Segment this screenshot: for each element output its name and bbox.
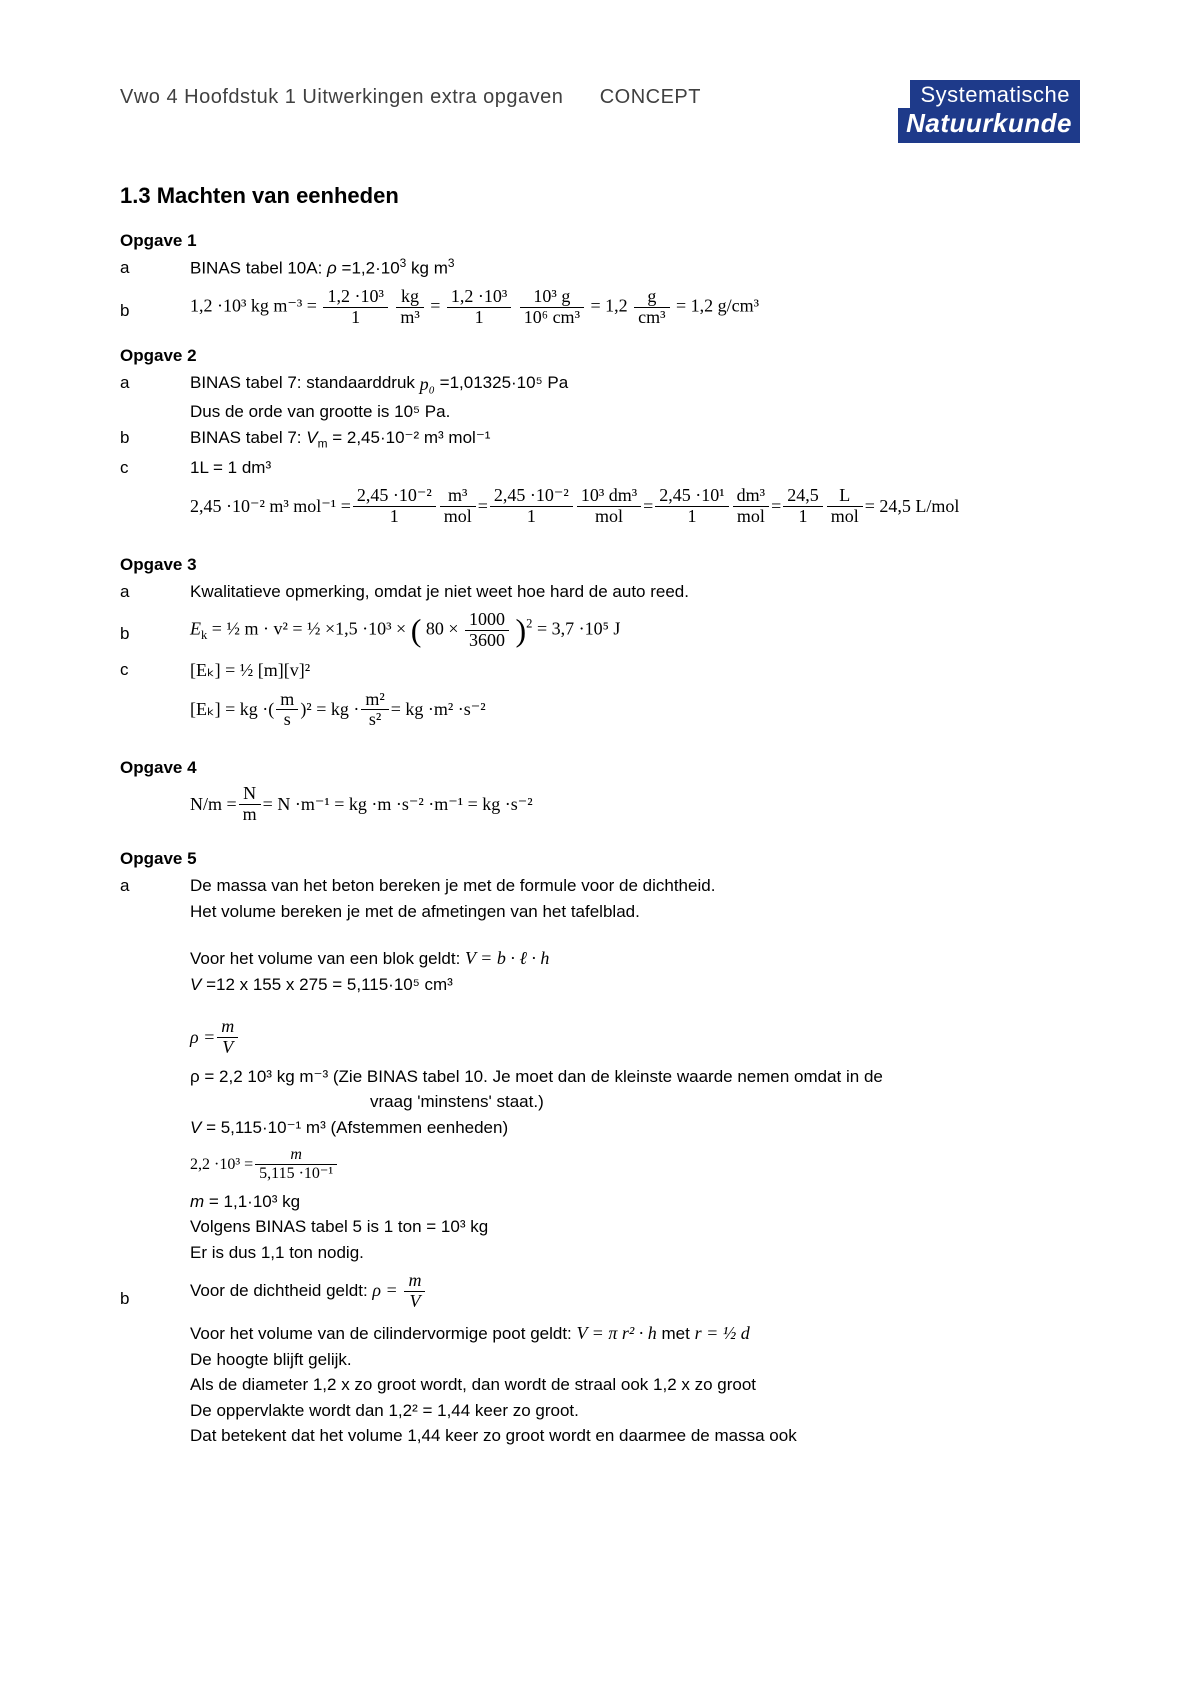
opgave5-a-row: a De massa van het beton bereken je met … bbox=[120, 873, 1080, 899]
opgave5-vol-line: Voor het volume van een blok geldt: V = … bbox=[120, 945, 1080, 972]
opgave1-b-row: b 1,2 ·10³ kg m⁻³ = 1,2 ·10³1 kgm³ = 1,2… bbox=[120, 287, 1080, 328]
opgave2-b-row: b BINAS tabel 7: Vm = 2,45·10⁻² m³ mol⁻¹ bbox=[120, 425, 1080, 453]
opgave2-c-label: c bbox=[120, 455, 190, 481]
frac: gcm³ bbox=[634, 287, 669, 328]
frac: kgm³ bbox=[396, 287, 423, 328]
header-title: Vwo 4 Hoofdstuk 1 Uitwerkingen extra opg… bbox=[120, 86, 563, 108]
opgave2-b-label: b bbox=[120, 425, 190, 451]
opgave1-a-eq: =1,2·10 bbox=[342, 259, 400, 278]
opgave2-a-label: a bbox=[120, 370, 190, 396]
opgave1-a-rho: ρ bbox=[327, 259, 337, 278]
opgave5-b-line1: Voor de dichtheid geldt: ρ = mV bbox=[190, 1271, 1080, 1312]
opgave2-title: Opgave 2 bbox=[120, 346, 1080, 366]
header-concept: CONCEPT bbox=[600, 86, 701, 108]
opgave2-a-content: BINAS tabel 7: standaarddruk p₀ =1,01325… bbox=[190, 370, 1080, 398]
opgave5-binas-line: Volgens BINAS tabel 5 is 1 ton = 10³ kg bbox=[120, 1214, 1080, 1240]
opgave3-b-label: b bbox=[120, 621, 190, 651]
opgave5-m-line: m = 1,1·10³ kg bbox=[120, 1189, 1080, 1215]
opgave3-b-row: b Ek = ½ m · v² = ½ ×1,5 ·10³ × ( 80 × 1… bbox=[120, 610, 1080, 651]
opgave5-a-line1: De massa van het beton bereken je met de… bbox=[190, 873, 1080, 899]
opgave5-b-cyl: Voor het volume van de cilindervormige p… bbox=[120, 1320, 1080, 1347]
opgave3-c-row1: c [Eₖ] = ½ [m][v]² bbox=[120, 657, 1080, 684]
opgave5-b-line5: De oppervlakte wordt dan 1,2² = 1,44 kee… bbox=[120, 1398, 1080, 1424]
logo-line1: Systematische bbox=[910, 80, 1080, 110]
logo-line2: Natuurkunde bbox=[898, 108, 1080, 143]
opgave5-b-line3: De hoogte blijft gelijk. bbox=[120, 1347, 1080, 1373]
opgave1-a-unit: kg m bbox=[411, 259, 448, 278]
header-title-line: Vwo 4 Hoofdstuk 1 Uitwerkingen extra opg… bbox=[120, 80, 701, 109]
opgave2-c-text: 1L = 1 dm³ bbox=[190, 455, 1080, 481]
opgave5-calc: 2,2 ·10³ = m5,115 ·10⁻¹ bbox=[120, 1146, 1080, 1182]
opgave1-b-lhs: 1,2 ·10³ kg m⁻³ = bbox=[190, 296, 317, 316]
opgave3-b-formula: Ek = ½ m · v² = ½ ×1,5 ·10³ × ( 80 × 100… bbox=[190, 610, 1080, 651]
frac: 10³ g10⁶ cm³ bbox=[520, 287, 584, 328]
opgave5-vol-calc: V V =12 x 155 x 275 = 5,115·10⁵ cm³ =12 … bbox=[120, 972, 1080, 998]
opgave2-a-row: a BINAS tabel 7: standaarddruk p₀ =1,013… bbox=[120, 370, 1080, 398]
opgave5-title: Opgave 5 bbox=[120, 849, 1080, 869]
opgave5-a-line2: Het volume bereken je met de afmetingen … bbox=[120, 899, 1080, 925]
frac: 1,2 ·10³1 bbox=[323, 287, 387, 328]
opgave5-b-line4: Als de diameter 1,2 x zo groot wordt, da… bbox=[120, 1372, 1080, 1398]
opgave1-b-formula: 1,2 ·10³ kg m⁻³ = 1,2 ·10³1 kgm³ = 1,2 ·… bbox=[190, 287, 1080, 328]
opgave5-vol-calc-text: =12 x 155 x 275 = 5,115·10⁵ cm³ bbox=[206, 975, 453, 994]
opgave1-a-unit-exp: 3 bbox=[448, 256, 455, 270]
opgave4-formula: N/m = Nm = N ·m⁻¹ = kg ·m ·s⁻² ·m⁻¹ = kg… bbox=[120, 784, 1080, 825]
opgave5-b-line6: Dat betekent dat het volume 1,44 keer zo… bbox=[120, 1423, 1080, 1449]
opgave5-b-label: b bbox=[120, 1286, 190, 1312]
page: Vwo 4 Hoofdstuk 1 Uitwerkingen extra opg… bbox=[0, 0, 1200, 1697]
opgave3-a-text: Kwalitatieve opmerking, omdat je niet we… bbox=[190, 579, 1080, 605]
section-title: 1.3 Machten van eenheden bbox=[120, 183, 1080, 209]
opgave5-b-row: b Voor de dichtheid geldt: ρ = mV bbox=[120, 1271, 1080, 1312]
opgave5-a-label: a bbox=[120, 873, 190, 899]
document-header: Vwo 4 Hoofdstuk 1 Uitwerkingen extra opg… bbox=[120, 80, 1080, 143]
opgave1-a-exp: 3 bbox=[400, 256, 407, 270]
opgave3-a-label: a bbox=[120, 579, 190, 605]
opgave5-v-line: V = 5,115·10⁻¹ m³ (Afstemmen eenheden) bbox=[120, 1115, 1080, 1141]
opgave2-c-row: c 1L = 1 dm³ bbox=[120, 455, 1080, 481]
opgave5-rho-formula: ρ = mV bbox=[120, 1017, 1080, 1058]
frac: 1,2 ·10³1 bbox=[447, 287, 511, 328]
opgave5-rho-val2: vraag 'minstens' staat.) bbox=[120, 1089, 1080, 1115]
opgave5-conclusion: Er is dus 1,1 ton nodig. bbox=[120, 1240, 1080, 1266]
opgave3-a-row: a Kwalitatieve opmerking, omdat je niet … bbox=[120, 579, 1080, 605]
opgave4-title: Opgave 4 bbox=[120, 758, 1080, 778]
opgave1-a-row: a BINAS tabel 10A: ρ =1,2·103 kg m3 bbox=[120, 255, 1080, 281]
opgave5-rho-val: ρ = 2,2 10³ kg m⁻³ (Zie BINAS tabel 10. … bbox=[120, 1064, 1080, 1090]
opgave1-a-content: BINAS tabel 10A: ρ =1,2·103 kg m3 bbox=[190, 255, 1080, 281]
opgave1-b-label: b bbox=[120, 298, 190, 328]
opgave2-a-line2: Dus de orde van grootte is 10⁵ Pa. bbox=[120, 399, 1080, 425]
opgave1-title: Opgave 1 bbox=[120, 231, 1080, 251]
opgave3-c-line1: [Eₖ] = ½ [m][v]² bbox=[190, 657, 1080, 684]
opgave3-title: Opgave 3 bbox=[120, 555, 1080, 575]
opgave1-a-label: a bbox=[120, 255, 190, 281]
opgave3-c-line2: [Eₖ] = kg ·( ms )² = kg · m²s² = kg ·m² … bbox=[120, 690, 1080, 731]
opgave2-b-content: BINAS tabel 7: Vm = 2,45·10⁻² m³ mol⁻¹ bbox=[190, 425, 1080, 453]
opgave2-c-formula: 2,45 ·10⁻² m³ mol⁻¹ = 2,45 ·10⁻²1 m³mol … bbox=[120, 486, 1080, 527]
opgave1-a-prefix: BINAS tabel 10A: bbox=[190, 259, 327, 278]
opgave2-p0: p₀ bbox=[420, 374, 435, 394]
brand-logo: Systematische Natuurkunde bbox=[898, 80, 1080, 143]
opgave3-c-label: c bbox=[120, 657, 190, 683]
